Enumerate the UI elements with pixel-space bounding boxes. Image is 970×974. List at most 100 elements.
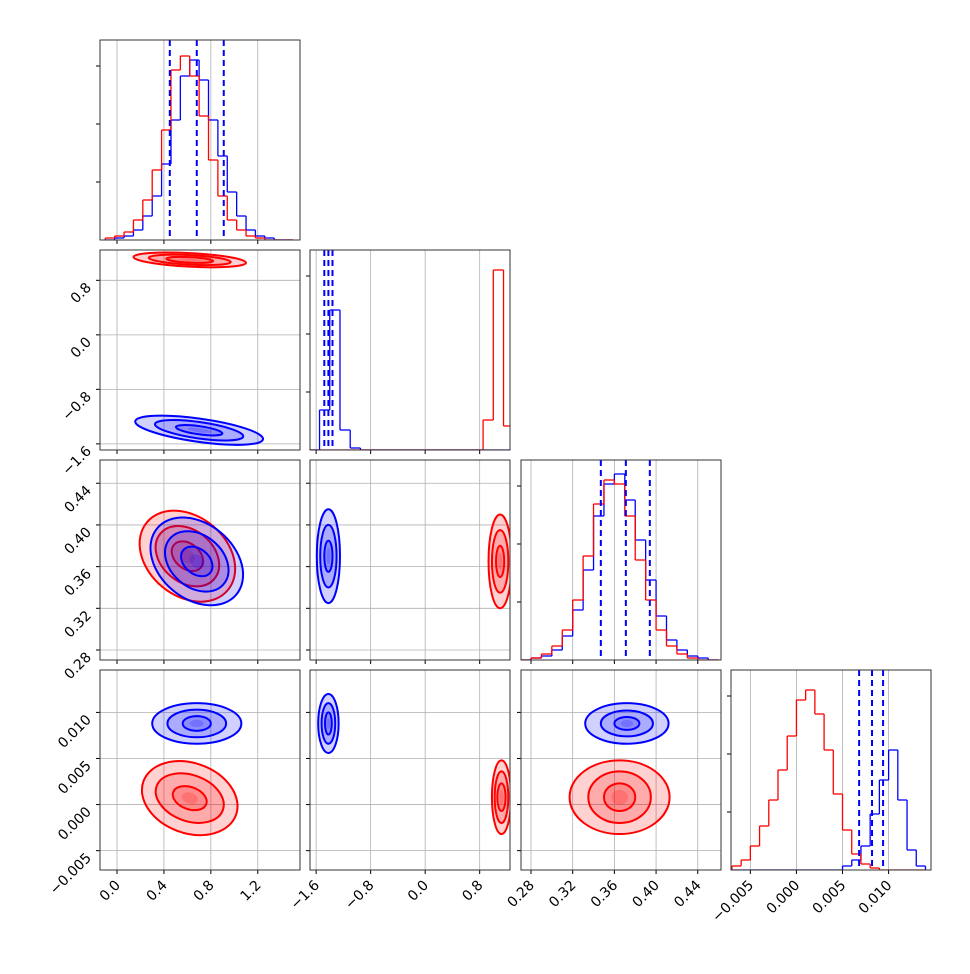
- panel-frame: [99, 39, 301, 241]
- density-contour: [602, 782, 637, 813]
- plot-area: [140, 702, 243, 837]
- density-contour: [320, 702, 337, 745]
- panel-frame: [99, 249, 301, 451]
- density-contour: [189, 719, 204, 728]
- x-tick-label: −0.005: [709, 878, 757, 926]
- x-tick-label: −1.6: [288, 877, 323, 912]
- density-contour: [166, 708, 228, 739]
- density-contour: [134, 414, 265, 446]
- density-contour: [181, 715, 212, 732]
- density-contour: [499, 789, 504, 805]
- x-tick-label: 0.8: [459, 878, 486, 905]
- density-contour: [319, 523, 338, 589]
- density-contour: [140, 760, 239, 837]
- x-tick-label: 0.32: [546, 878, 579, 911]
- x-tick-label: 0.28: [504, 878, 537, 911]
- y-tick-label: 0.40: [61, 524, 94, 557]
- density-contour: [493, 770, 510, 824]
- density-contour: [568, 759, 671, 836]
- y-tick-label: 0.32: [61, 608, 94, 641]
- density-contour: [174, 424, 224, 437]
- panel: −1.6 −0.8 0.0 0.8: [59, 249, 301, 479]
- plot-area: [104, 40, 293, 240]
- density-contour: [178, 258, 202, 262]
- y-tick-label: 0.0: [68, 334, 95, 361]
- y-tick-label: 0.8: [68, 280, 95, 307]
- panel: [96, 39, 301, 244]
- y-tick-label: 0.010: [55, 712, 95, 752]
- y-tick-label: −0.8: [59, 389, 94, 424]
- panel-frame: [309, 669, 511, 871]
- panel: −0.005 0.000 0.005 0.010: [709, 669, 932, 926]
- density-contour: [326, 717, 331, 729]
- x-tick-label: 0.8: [191, 878, 218, 905]
- panel: 0.0 0.4 0.8 1.2 −0.005 0.000 0.005 0.010: [47, 669, 301, 905]
- panel-frame: [730, 669, 932, 871]
- density-contour: [498, 553, 503, 570]
- x-tick-label: 0.005: [810, 878, 850, 918]
- density-contour: [179, 549, 195, 564]
- density-contour: [132, 251, 247, 269]
- density-contour: [495, 544, 506, 579]
- panel: [517, 459, 722, 664]
- x-tick-label: 0.44: [671, 877, 704, 910]
- panel: −1.6 −0.8 0.0 0.8: [288, 669, 511, 913]
- density-contour: [187, 427, 211, 433]
- y-tick-label: 0.000: [55, 804, 95, 844]
- density-contour: [620, 719, 634, 728]
- density-contour: [171, 785, 208, 812]
- density-contour: [165, 255, 215, 264]
- panel: [306, 249, 511, 454]
- panel-frame: [520, 459, 722, 661]
- density-contour: [323, 539, 334, 573]
- plot-area: [132, 251, 265, 446]
- plot-area: [731, 670, 927, 870]
- panel-frame: [99, 669, 301, 871]
- panel: [306, 459, 511, 664]
- density-contour: [326, 547, 331, 565]
- density-contour: [490, 529, 510, 594]
- density-contour: [189, 554, 205, 569]
- plot-area: [317, 692, 510, 836]
- plot-area: [568, 702, 671, 836]
- density-contour: [181, 792, 198, 805]
- density-contour: [611, 789, 628, 805]
- x-tick-label: 0.0: [97, 878, 124, 905]
- density-contour: [149, 516, 245, 607]
- density-contour: [154, 772, 225, 824]
- panel-frame: [520, 669, 722, 871]
- x-tick-label: 0.010: [856, 878, 896, 918]
- y-tick-label: 0.28: [61, 650, 94, 683]
- density-contour: [613, 716, 641, 731]
- x-tick-label: 0.000: [764, 878, 804, 918]
- plot-area: [310, 250, 510, 450]
- x-tick-label: 0.0: [405, 878, 432, 905]
- plot-area: [138, 509, 245, 607]
- y-tick-label: −0.005: [47, 850, 95, 898]
- panel-frame: [309, 249, 511, 451]
- x-tick-label: 0.36: [588, 877, 621, 910]
- x-tick-label: 0.40: [630, 878, 663, 911]
- plot-area: [315, 508, 510, 610]
- panel-frame: [99, 459, 301, 661]
- panel: 0.28 0.32 0.36 0.40 0.44: [61, 459, 301, 683]
- y-tick-label: −1.6: [59, 443, 94, 478]
- density-contour: [587, 770, 652, 824]
- y-tick-label: 0.44: [61, 483, 94, 516]
- density-contour: [323, 711, 333, 736]
- density-contour: [584, 702, 670, 745]
- x-tick-label: 1.2: [238, 878, 265, 905]
- y-tick-label: 0.36: [61, 566, 94, 599]
- panel-frame: [309, 459, 511, 661]
- density-contour: [164, 530, 230, 593]
- density-contour: [151, 702, 243, 745]
- x-tick-label: −0.8: [342, 878, 377, 913]
- density-contour: [180, 545, 214, 578]
- plot-area: [521, 460, 719, 660]
- density-contour: [599, 709, 654, 738]
- x-tick-label: 0.4: [144, 877, 171, 904]
- density-contour: [496, 782, 507, 813]
